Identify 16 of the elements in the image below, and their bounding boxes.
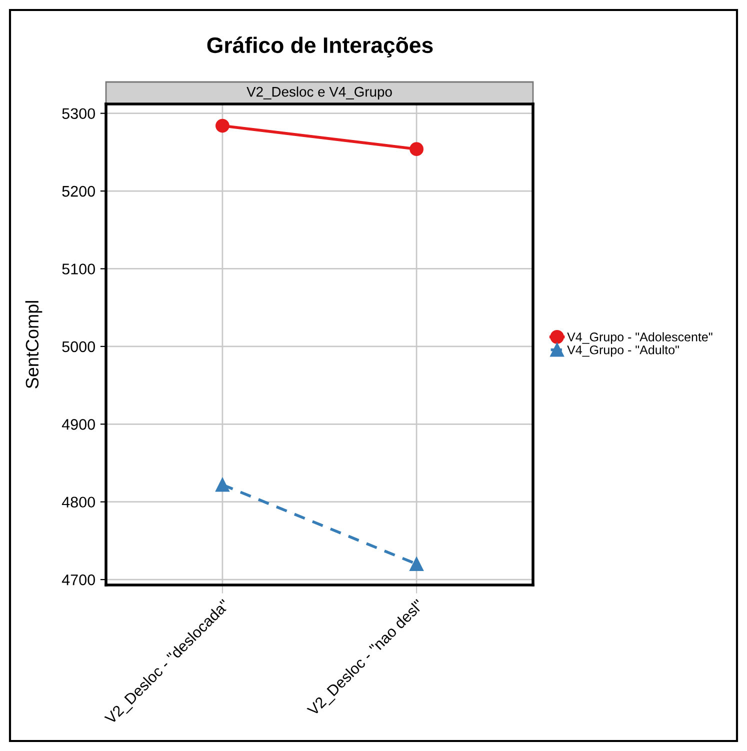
y-axis-title: SentCompl <box>25 301 42 388</box>
legend-label: V4_Grupo - "Adulto" <box>567 345 679 357</box>
point <box>410 557 424 571</box>
point <box>216 118 230 133</box>
point <box>410 142 424 156</box>
y-tick-label: 5300 <box>62 108 95 120</box>
chart-subtitle: V2_Desloc e V4_Grupo <box>246 86 392 100</box>
y-tick-label: 4800 <box>62 496 95 508</box>
y-tick-label: 5100 <box>62 264 95 274</box>
y-tick-label: 5200 <box>62 186 95 197</box>
y-tick-label: 4900 <box>62 419 95 430</box>
chart-title: Gráfico de Interações <box>207 36 433 58</box>
y-tick-label: 5000 <box>62 341 95 352</box>
legend-label: V4_Grupo - "Adolescente" <box>567 332 712 344</box>
point <box>216 478 230 492</box>
y-tick-label: 4700 <box>62 574 95 586</box>
